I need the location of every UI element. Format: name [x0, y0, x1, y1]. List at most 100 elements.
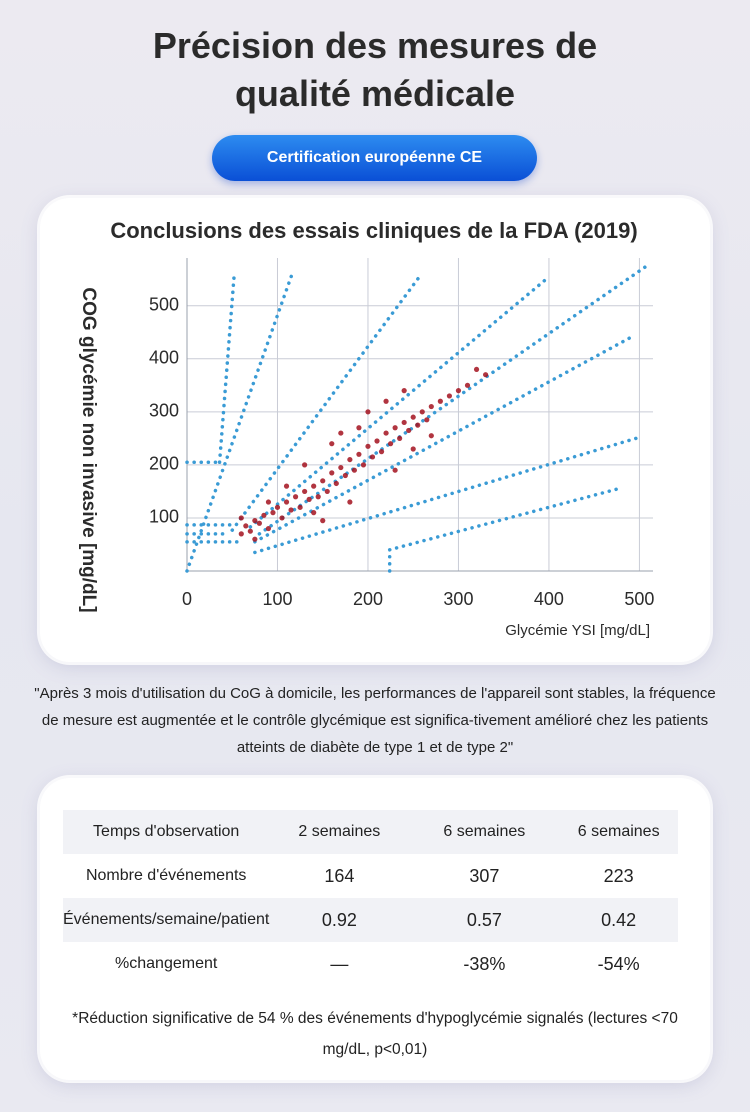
footnote: *Réduction significative de 54 % des évé…	[72, 1010, 678, 1058]
data-point	[265, 525, 272, 532]
reference-line	[387, 485, 624, 552]
data-point	[274, 504, 281, 510]
data-point	[365, 409, 371, 415]
table-row: Nombre d'événements 164 307 223	[63, 854, 678, 898]
reference-line	[257, 264, 649, 536]
table-cell: 307	[469, 865, 500, 886]
table-row: Temps d'observation 2 semaines 6 semaine…	[63, 810, 678, 854]
data-point	[356, 451, 362, 457]
x-tick-label: 500	[624, 589, 654, 609]
data-point	[338, 430, 344, 436]
data-point	[387, 441, 394, 447]
table-row: %changement — -38% -54%	[63, 942, 678, 986]
data-point	[424, 417, 430, 423]
table-row: Événements/semaine/patient 0.92 0.57 0.4…	[63, 898, 678, 942]
data-point	[401, 419, 407, 426]
results-table: Temps d'observation 2 semaines 6 semaine…	[63, 810, 678, 986]
y-tick-label: 200	[149, 454, 179, 474]
data-point	[428, 403, 434, 410]
data-point	[378, 449, 385, 455]
data-point	[369, 454, 376, 460]
row-header: Nombre d'événements	[85, 867, 247, 884]
table-cell: -54%	[597, 953, 640, 974]
data-point	[238, 531, 244, 537]
reference-line	[230, 274, 422, 532]
x-tick-label: 300	[443, 589, 473, 609]
data-point	[247, 528, 253, 534]
data-point	[410, 414, 416, 420]
data-point	[437, 398, 443, 404]
data-point	[483, 372, 489, 378]
table-cell: 6 semaines	[409, 810, 560, 854]
data-point	[279, 515, 285, 521]
data-point	[320, 518, 326, 524]
data-point	[415, 422, 421, 428]
data-point	[365, 443, 371, 449]
table-cell: -38%	[463, 953, 506, 974]
data-point	[302, 488, 308, 495]
data-point	[288, 507, 294, 513]
data-point	[410, 446, 416, 452]
table-cell: 223	[603, 865, 634, 886]
data-point	[270, 510, 276, 516]
table-cell: 164	[324, 865, 355, 886]
data-point	[311, 510, 317, 516]
data-point	[392, 467, 398, 473]
row-header: Temps d'observation	[63, 810, 270, 854]
reference-line	[253, 335, 633, 544]
row-header: Événements/semaine/patient	[63, 898, 270, 942]
data-point	[333, 480, 339, 487]
data-point	[238, 515, 244, 521]
data-point	[329, 470, 335, 476]
data-point	[302, 462, 308, 468]
table-cell: 0.92	[269, 898, 410, 942]
data-point	[283, 499, 290, 505]
x-tick-label: 0	[182, 589, 192, 609]
data-point	[265, 499, 272, 505]
data-point	[473, 366, 480, 373]
y-tick-label: 300	[149, 401, 179, 421]
data-point	[383, 398, 389, 404]
data-point	[320, 478, 326, 484]
x-tick-label: 400	[534, 589, 564, 609]
data-point	[311, 483, 317, 489]
y-tick-label: 500	[149, 294, 179, 314]
x-tick-label: 200	[353, 589, 383, 609]
data-point	[256, 520, 262, 526]
chart-title: Conclusions des essais cliniques de la F…	[110, 218, 637, 243]
data-point	[252, 518, 258, 524]
page-title: Précision des mesures de qualité médical…	[152, 25, 598, 114]
data-point	[401, 388, 407, 394]
table-cell: 0.42	[559, 898, 678, 942]
table-cell: —	[330, 953, 349, 974]
row-header: %changement	[115, 955, 218, 972]
data-point	[261, 512, 267, 518]
data-point	[397, 435, 403, 441]
reference-line	[248, 275, 550, 529]
data-point	[446, 393, 453, 399]
data-point	[243, 523, 249, 529]
reference-line	[185, 270, 295, 573]
chart: Conclusions des essais cliniques de la F…	[78, 218, 654, 639]
data-point	[347, 456, 353, 463]
data-point	[464, 382, 471, 388]
data-point	[283, 483, 290, 489]
data-point	[356, 425, 362, 431]
data-point	[374, 438, 380, 444]
data-point	[315, 494, 321, 500]
data-point	[392, 425, 398, 431]
x-tick-label: 100	[262, 589, 292, 609]
data-point	[324, 488, 330, 495]
chart-card	[40, 198, 710, 662]
certification-badge: Certification européenne CE	[212, 135, 537, 181]
data-point	[297, 504, 303, 510]
table-cell: 6 semaines	[559, 810, 678, 854]
reference-line	[253, 435, 643, 555]
data-point	[360, 462, 367, 468]
quote: "Après 3 mois d'utilisation du CoG à dom…	[34, 685, 716, 756]
y-axis-label: COG glycémie non invasive [mg/dL]	[78, 287, 99, 612]
data-point	[351, 467, 357, 473]
data-point	[306, 496, 312, 502]
